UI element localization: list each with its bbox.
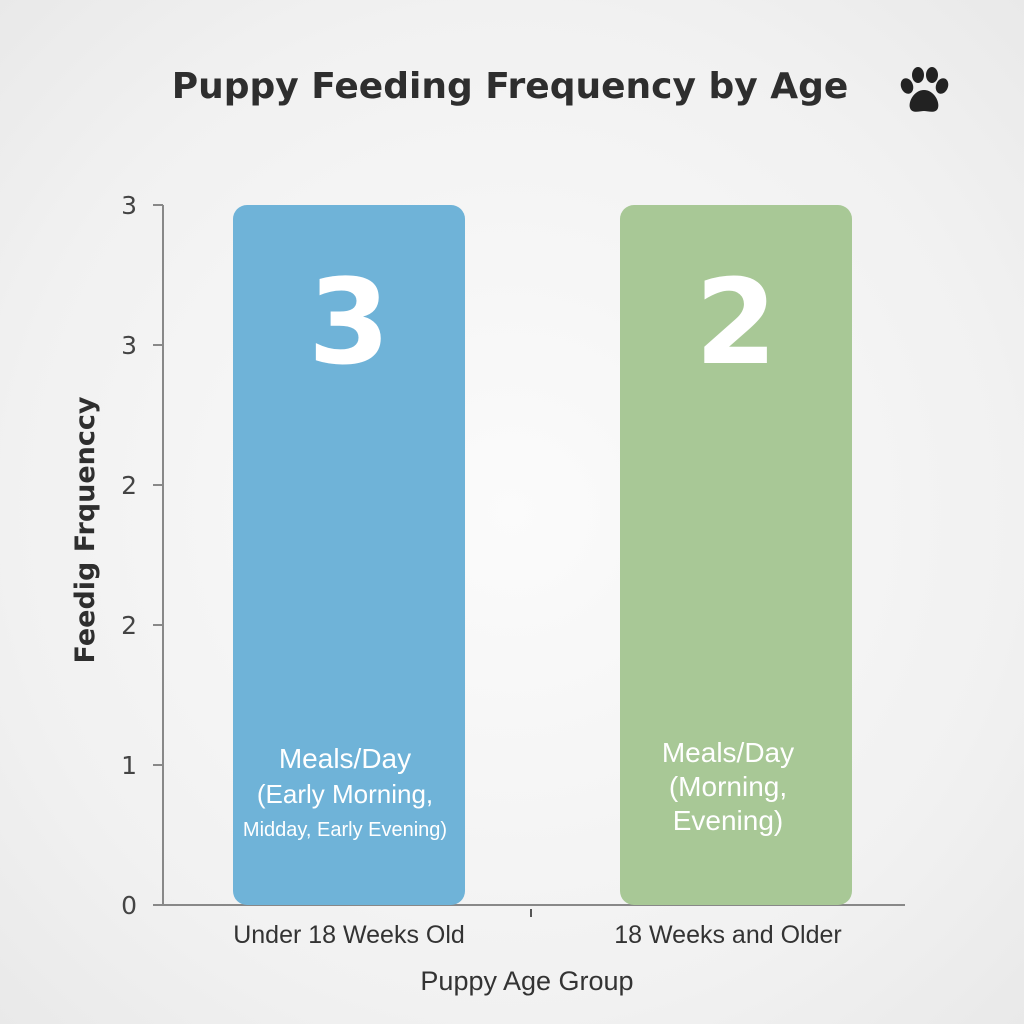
paw-icon bbox=[900, 67, 949, 112]
y-tick-label: 0 bbox=[121, 891, 137, 920]
bar-note-line: Meals/Day bbox=[662, 737, 794, 768]
y-tick-label: 2 bbox=[121, 471, 137, 500]
y-axis-title: Feedig Frquenccy bbox=[70, 396, 101, 663]
x-tick-label: Under 18 Weeks Old bbox=[233, 921, 465, 949]
y-tick-label: 3 bbox=[121, 331, 137, 360]
y-tick-label: 2 bbox=[121, 611, 137, 640]
y-tick-label: 1 bbox=[121, 751, 137, 780]
x-axis-title: Puppy Age Group bbox=[420, 966, 633, 996]
bar-note-line: Evening) bbox=[673, 805, 784, 836]
bar-1 bbox=[233, 205, 465, 905]
bar-note-line: Midday, Early Evening) bbox=[243, 819, 447, 841]
x-tick-label: 18 Weeks and Older bbox=[614, 921, 841, 949]
y-tick-label: 3 bbox=[121, 191, 137, 220]
bar-value-label: 2 bbox=[695, 253, 777, 391]
bar-value-label: 3 bbox=[308, 253, 390, 391]
chart-title: Puppy Feeding Frequency by Age bbox=[171, 66, 849, 107]
bar-note-line: Meals/Day bbox=[279, 743, 411, 774]
bar-2 bbox=[620, 205, 852, 905]
bar-note-line: (Early Morning, bbox=[257, 779, 433, 809]
bar-note-line: (Morning, bbox=[669, 771, 787, 802]
